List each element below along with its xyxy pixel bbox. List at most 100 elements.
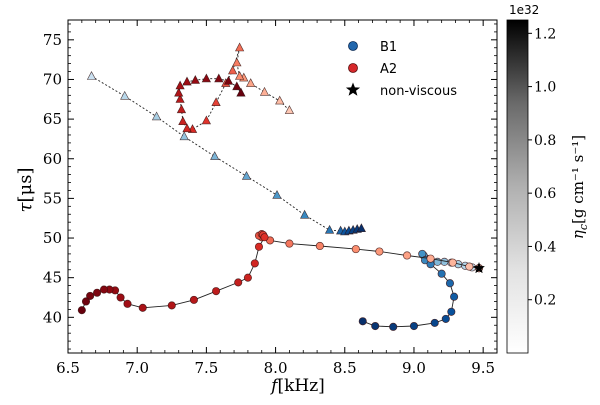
colorbar-label-symbol: η: [569, 230, 587, 239]
data-point-circle: [448, 258, 457, 267]
data-point-triangle: [175, 80, 185, 90]
data-point-triangle: [236, 87, 246, 97]
data-point-triangle: [324, 224, 335, 234]
data-point-circle: [260, 233, 269, 242]
plot-area: 6.5 7.0 7.5 8.0 8.5 9.0 9.5 40 45 50 55 60 65 70 75: [43, 19, 498, 377]
colorbar-label: ηc[g cm⁻¹ s⁻¹]: [569, 135, 590, 239]
data-point-triangle: [245, 78, 256, 87]
data-point-triangle: [284, 105, 295, 114]
data-point-triangle: [120, 90, 130, 100]
y-tick-label: 45: [43, 269, 62, 287]
series-line-1: [91, 75, 362, 233]
y-tick-label: 70: [43, 70, 62, 88]
plot-frame: [67, 19, 498, 354]
data-point-triangle: [201, 115, 211, 125]
data-point-circle: [430, 318, 439, 327]
colorbar-tick-label: 0.4: [534, 239, 556, 255]
legend-label-non-viscous: non-viscous: [380, 84, 457, 99]
x-axis-label-unit: [kHz]: [277, 376, 324, 396]
colorbar-offset-text: 1e32: [509, 3, 539, 17]
y-tick-label: 55: [43, 189, 62, 207]
legend-label-b1: B1: [380, 40, 397, 55]
series-line-2: [81, 233, 480, 311]
data-point-circle: [351, 245, 360, 254]
data-point-circle: [234, 278, 243, 287]
colorbar-tick-label: 1.2: [534, 26, 556, 42]
data-point-circle: [99, 285, 109, 294]
data-point-circle: [189, 295, 198, 304]
data-point-triangle: [300, 209, 310, 219]
colorbar-gradient: [506, 19, 529, 354]
data-point-circle: [389, 322, 398, 331]
legend: B1 A2 non-viscous: [345, 40, 457, 99]
data-point-triangle: [232, 57, 242, 67]
data-point-triangle: [211, 97, 221, 106]
data-point-triangle: [272, 189, 282, 199]
legend-marker-non-viscous: [345, 82, 361, 96]
x-tick-label: 6.5: [56, 359, 80, 377]
data-point-triangle: [214, 73, 224, 83]
data-point-triangle: [182, 76, 192, 86]
x-tick-label: 9.0: [402, 359, 426, 377]
data-point-triangle: [182, 123, 192, 133]
data-point-circle: [437, 269, 446, 278]
data-point-circle: [123, 299, 132, 308]
colorbar-label-subscript: c: [577, 224, 590, 230]
data-point-circle: [441, 314, 450, 323]
data-point-circle: [426, 254, 435, 263]
colorbar-tick-label: 0.8: [534, 133, 556, 149]
data-point-circle: [371, 321, 380, 331]
data-point-triangle: [179, 131, 189, 141]
x-axis-label: f[kHz]: [269, 376, 325, 396]
x-tick-label: 7.0: [125, 359, 149, 377]
data-point-triangle: [223, 75, 234, 85]
data-point-triangle: [235, 71, 245, 80]
data-point-circle: [358, 317, 367, 326]
x-tick-label: 8.0: [264, 359, 288, 377]
data-point-triangle: [356, 223, 366, 232]
non-viscous-star: [473, 262, 485, 273]
data-point-circle: [81, 297, 91, 306]
data-point-circle: [167, 301, 176, 310]
data-point-triangle: [176, 104, 187, 114]
data-point-circle: [402, 251, 412, 260]
data-point-circle: [77, 306, 86, 315]
data-point-triangle: [178, 116, 188, 125]
data-point-triangle: [228, 65, 238, 75]
colorbar: 1e32 ηc[g cm⁻¹ s⁻¹] 0.2 0.4 0.6 0.8 1.0 1.2: [506, 3, 590, 354]
data-point-triangle: [275, 95, 285, 105]
data-point-circle: [212, 287, 221, 296]
colorbar-tick-label: 0.6: [534, 186, 556, 202]
y-tick-label: 60: [43, 150, 62, 168]
y-tick-label: 40: [43, 308, 62, 326]
data-point-circle: [375, 247, 384, 256]
y-axis-label: τ[μs]: [15, 168, 36, 213]
data-point-triangle: [86, 71, 97, 80]
data-point-triangle: [174, 87, 184, 97]
data-point-circle: [465, 262, 474, 271]
data-point-triangle: [201, 73, 211, 83]
legend-label-a2: A2: [380, 62, 397, 77]
colorbar-label-unit: [g cm⁻¹ s⁻¹]: [569, 135, 587, 224]
data-point-circle: [86, 291, 95, 300]
legend-marker-b1: [348, 41, 358, 51]
y-tick-label: 75: [43, 31, 62, 49]
data-point-triangle: [190, 75, 201, 84]
data-point-circle: [409, 321, 419, 331]
x-tick-label: 7.5: [194, 359, 218, 377]
data-point-circle: [138, 303, 147, 312]
data-point-circle: [285, 239, 294, 248]
data-point-circle: [116, 293, 125, 302]
data-point-triangle: [151, 111, 162, 121]
data-point-triangle: [259, 86, 270, 96]
data-point-triangle: [175, 94, 185, 103]
data-point-circle: [93, 288, 102, 297]
data-point-circle: [315, 241, 324, 251]
data-point-circle: [445, 279, 454, 288]
colorbar-tick-label: 1.0: [534, 80, 556, 96]
y-tick-label: 65: [43, 110, 62, 128]
data-point-triangle: [210, 151, 220, 160]
data-point-circle: [254, 242, 264, 251]
colorbar-tick-label: 0.2: [534, 293, 556, 309]
